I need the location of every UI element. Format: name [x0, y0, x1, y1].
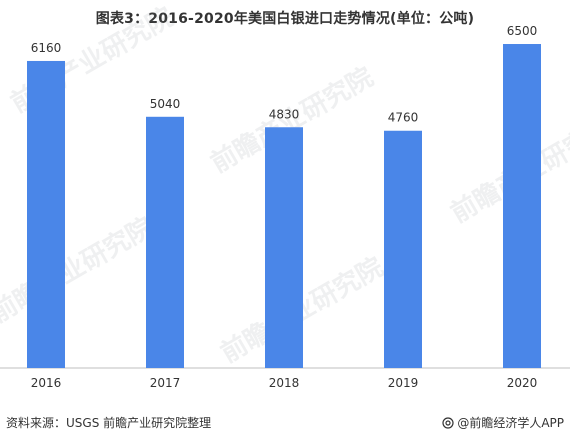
at-icon — [442, 416, 454, 429]
bar-2018 — [265, 127, 303, 368]
data-label-2019: 4760 — [388, 111, 419, 125]
data-label-2016: 6160 — [31, 41, 62, 55]
x-tick-label-2016: 2016 — [31, 376, 62, 390]
bar-2017 — [146, 116, 184, 368]
brand-credit: @前瞻经济学人APP — [442, 414, 564, 431]
x-tick-label-2019: 2019 — [388, 376, 419, 390]
bar-2019 — [384, 130, 422, 368]
x-tick-label-2018: 2018 — [269, 376, 300, 390]
x-tick-label-2017: 2017 — [150, 376, 181, 390]
bar-2016 — [27, 60, 65, 368]
x-tick-label-2020: 2020 — [507, 376, 538, 390]
data-label-2017: 5040 — [150, 97, 181, 111]
brand-text: @前瞻经济学人APP — [457, 416, 564, 430]
chart-title: 图表3：2016-2020年美国白银进口走势情况(单位：公吨) — [95, 11, 475, 27]
bar-2020 — [503, 44, 541, 369]
data-label-2020: 6500 — [507, 24, 538, 38]
data-label-2018: 4830 — [269, 107, 300, 121]
source-note: 资料来源：USGS 前瞻产业研究院整理 — [6, 416, 212, 430]
